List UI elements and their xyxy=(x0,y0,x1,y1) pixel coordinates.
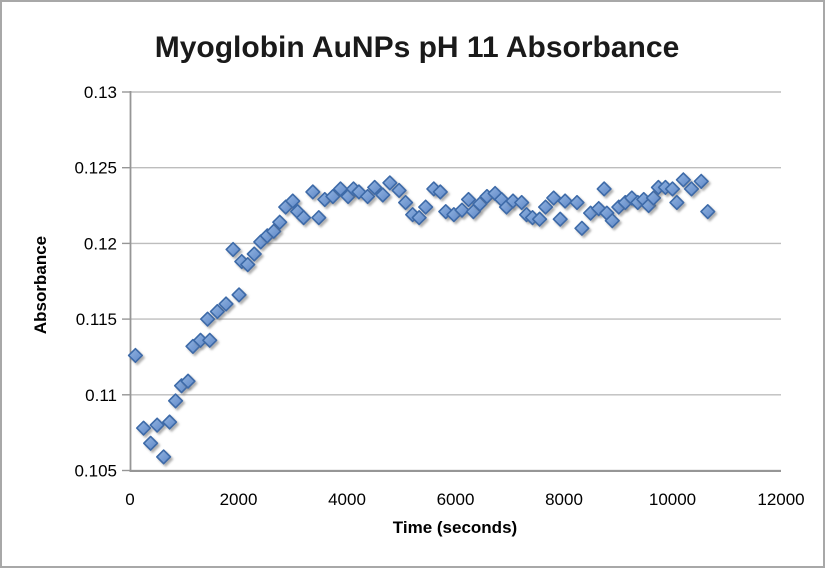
data-point-marker xyxy=(382,175,398,191)
data-point-marker xyxy=(135,420,152,436)
data-point-marker xyxy=(272,214,288,230)
data-point-marker xyxy=(149,417,165,433)
gridlines xyxy=(130,91,781,472)
data-point-marker xyxy=(397,194,414,211)
data-point-marker xyxy=(218,296,234,312)
data-point-marker xyxy=(202,332,218,348)
data-point-marker xyxy=(645,190,662,206)
y-tick-label: 0.11 xyxy=(85,386,117,405)
x-axis-title: Time (seconds) xyxy=(393,518,517,537)
data-point-marker xyxy=(546,190,562,206)
x-tick-label: 8000 xyxy=(545,490,583,509)
y-tick-label: 0.125 xyxy=(74,159,117,178)
data-point-marker xyxy=(596,181,612,197)
data-point-marker xyxy=(557,193,573,209)
data-point-marker xyxy=(375,187,391,203)
x-tick-label: 12000 xyxy=(757,490,804,509)
data-point-marker xyxy=(156,449,172,465)
data-point-marker xyxy=(669,194,685,211)
data-point-marker xyxy=(460,191,477,208)
data-point-marker xyxy=(199,311,216,327)
data-point-marker xyxy=(693,173,709,189)
data-point-marker xyxy=(454,202,470,218)
data-point-marker xyxy=(240,256,256,273)
data-point-marker xyxy=(391,182,407,199)
y-axis-tick-labels: 0.13 0.125 0.12 0.115 0.11 0.105 xyxy=(74,83,117,481)
data-point-marker xyxy=(180,373,196,389)
data-point-marker xyxy=(167,393,184,409)
x-tick-label: 6000 xyxy=(437,490,475,509)
data-point-marker xyxy=(325,188,341,205)
y-axis-title: Absorbance xyxy=(31,236,50,334)
x-tick-label: 4000 xyxy=(328,490,366,509)
x-tick-label: 0 xyxy=(125,490,134,509)
data-point-marker xyxy=(127,347,144,364)
data-point-marker xyxy=(162,414,178,430)
data-point-marker xyxy=(574,220,590,236)
data-point-marker xyxy=(360,188,376,205)
chart-title: Myoglobin AuNPs pH 11 Absorbance xyxy=(155,31,680,64)
data-point-marker xyxy=(700,204,716,220)
data-point-marker xyxy=(537,199,554,215)
data-point-marker xyxy=(432,184,448,200)
y-tick-label: 0.105 xyxy=(74,462,117,481)
data-point-markers xyxy=(127,172,716,465)
data-point-marker xyxy=(675,172,691,188)
data-point-marker xyxy=(514,194,530,211)
data-point-marker xyxy=(604,213,620,229)
data-point-marker xyxy=(351,184,367,200)
data-point-marker xyxy=(552,211,568,227)
data-point-marker xyxy=(231,287,247,303)
x-tick-label: 2000 xyxy=(220,490,258,509)
data-point-marker xyxy=(418,199,434,215)
data-point-marker xyxy=(266,223,282,239)
data-point-marker xyxy=(285,193,301,209)
data-point-marker xyxy=(246,246,262,262)
data-point-marker xyxy=(209,303,225,320)
data-point-marker xyxy=(683,181,700,197)
x-tick-label: 10000 xyxy=(649,490,696,509)
y-tick-label: 0.115 xyxy=(76,310,117,329)
data-point-marker xyxy=(311,210,327,226)
data-point-marker xyxy=(143,435,159,451)
data-point-marker xyxy=(569,194,585,211)
data-point-marker xyxy=(332,181,349,197)
data-point-marker xyxy=(531,211,548,227)
y-tick-label: 0.13 xyxy=(84,83,117,102)
y-axis-ticks xyxy=(122,91,130,472)
y-tick-label: 0.12 xyxy=(84,234,117,253)
data-point-marker xyxy=(296,210,312,226)
x-axis-tick-labels: 0 2000 4000 6000 8000 10000 12000 xyxy=(125,490,804,509)
data-point-marker xyxy=(367,179,383,195)
data-point-marker xyxy=(664,181,681,197)
data-point-marker xyxy=(411,210,427,226)
data-point-marker xyxy=(225,241,241,258)
data-point-marker xyxy=(438,204,454,220)
data-point-marker xyxy=(305,184,321,200)
